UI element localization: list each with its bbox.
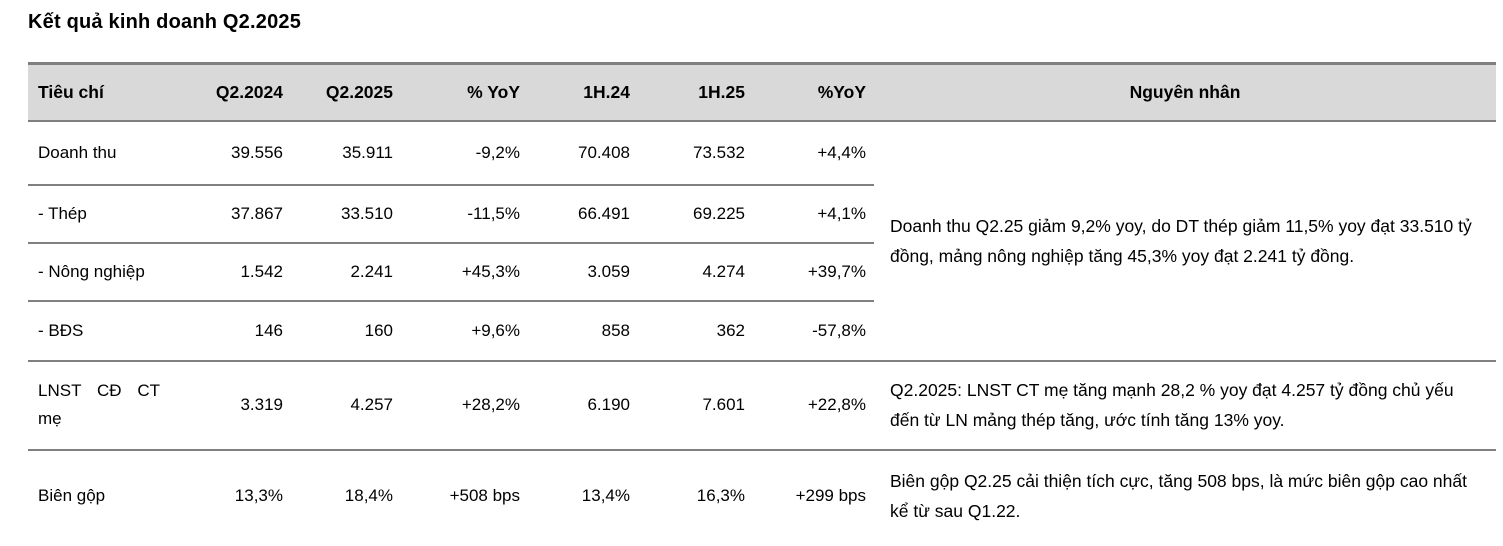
cell-1h24: 66.491 — [528, 184, 638, 244]
row-label: - Nông nghiệp — [28, 242, 172, 302]
table-row-lnst: LNST CĐ CT mẹ 3.319 4.257 +28,2% 6.190 7… — [28, 360, 1496, 451]
quarterly-results-table: Tiêu chí Q2.2024 Q2.2025 % YoY 1H.24 1H.… — [28, 62, 1496, 542]
cell-1h24: 6.190 — [528, 360, 638, 451]
cell-q2-2024: 1.542 — [172, 242, 291, 302]
col-header-criteria: Tiêu chí — [28, 63, 172, 122]
cell-q2-2025: 160 — [291, 300, 401, 362]
cell-1h25: 362 — [638, 300, 753, 362]
cell-1h25: 4.274 — [638, 242, 753, 302]
col-header-1h24: 1H.24 — [528, 63, 638, 122]
row-label: - Thép — [28, 184, 172, 244]
reason-gross-margin: Biên gộp Q2.25 cải thiện tích cực, tăng … — [890, 471, 1467, 521]
table-row-bien-gop: Biên gộp 13,3% 18,4% +508 bps 13,4% 16,3… — [28, 450, 1496, 542]
cell-yoy-quarter: +45,3% — [401, 242, 528, 302]
cell-1h24: 858 — [528, 300, 638, 362]
cell-yoy-half: +4,1% — [753, 184, 874, 244]
col-header-q2-2024: Q2.2024 — [172, 63, 291, 122]
cell-q2-2025: 2.241 — [291, 242, 401, 302]
cell-1h24: 70.408 — [528, 120, 638, 186]
cell-yoy-half: -57,8% — [753, 300, 874, 362]
cell-q2-2024: 37.867 — [172, 184, 291, 244]
header-row: Tiêu chí Q2.2024 Q2.2025 % YoY 1H.24 1H.… — [28, 63, 1496, 122]
col-header-q2-2025: Q2.2025 — [291, 63, 401, 122]
cell-q2-2024: 3.319 — [172, 360, 291, 451]
cell-q2-2024: 146 — [172, 300, 291, 362]
cell-yoy-quarter: +9,6% — [401, 300, 528, 362]
page-title: Kết quả kinh doanh Q2.2025 — [28, 11, 302, 33]
col-header-reason: Nguyên nhân — [874, 63, 1496, 122]
row-label: Biên gộp — [38, 486, 106, 505]
col-header-yoy-half: %YoY — [753, 63, 874, 122]
cell-yoy-half: +22,8% — [753, 360, 874, 451]
cell-1h25: 7.601 — [638, 360, 753, 451]
cell-1h25: 69.225 — [638, 184, 753, 244]
cell-1h25: 16,3% — [696, 486, 745, 505]
col-header-1h25: 1H.25 — [638, 63, 753, 122]
cell-q2-2025: 35.911 — [291, 120, 401, 186]
cell-1h25: 73.532 — [638, 120, 753, 186]
cell-yoy-quarter: +28,2% — [401, 360, 528, 451]
cell-q2-2025: 4.257 — [291, 360, 401, 451]
reason-revenue: Doanh thu Q2.25 giảm 9,2% yoy, do DT thé… — [874, 120, 1496, 362]
row-label: LNST CĐ CT mẹ — [28, 360, 172, 451]
table-row-nong-nghiep: - Nông nghiệp 1.542 2.241 +45,3% 3.059 4… — [28, 242, 1496, 302]
table-row-doanh-thu: Doanh thu 39.556 35.911 -9,2% 70.408 73.… — [28, 120, 1496, 362]
cell-q2-2025: 33.510 — [291, 184, 401, 244]
cell-yoy-half: +299 bps — [795, 486, 866, 505]
cell-yoy-half: +39,7% — [753, 242, 874, 302]
cell-q2-2025: 18,4% — [344, 486, 393, 505]
cell-1h24: 13,4% — [581, 486, 630, 505]
cell-yoy-half: +4,4% — [753, 120, 874, 186]
reason-net-profit: Q2.2025: LNST CT mẹ tăng mạnh 28,2 % yoy… — [874, 360, 1496, 451]
table-row-bds: - BĐS 146 160 +9,6% 858 362 -57,8% — [28, 300, 1496, 362]
cell-q2-2024: 39.556 — [172, 120, 291, 186]
row-label: - BĐS — [28, 300, 172, 362]
cell-yoy-quarter: -11,5% — [401, 184, 528, 244]
row-label: Doanh thu — [28, 120, 172, 186]
table-row-thep: - Thép 37.867 33.510 -11,5% 66.491 69.22… — [28, 184, 1496, 244]
cell-yoy-quarter: -9,2% — [401, 120, 528, 186]
cell-yoy-quarter: +508 bps — [449, 486, 520, 505]
col-header-yoy-quarter: % YoY — [401, 63, 528, 122]
cell-q2-2024: 13,3% — [234, 486, 283, 505]
cell-1h24: 3.059 — [528, 242, 638, 302]
